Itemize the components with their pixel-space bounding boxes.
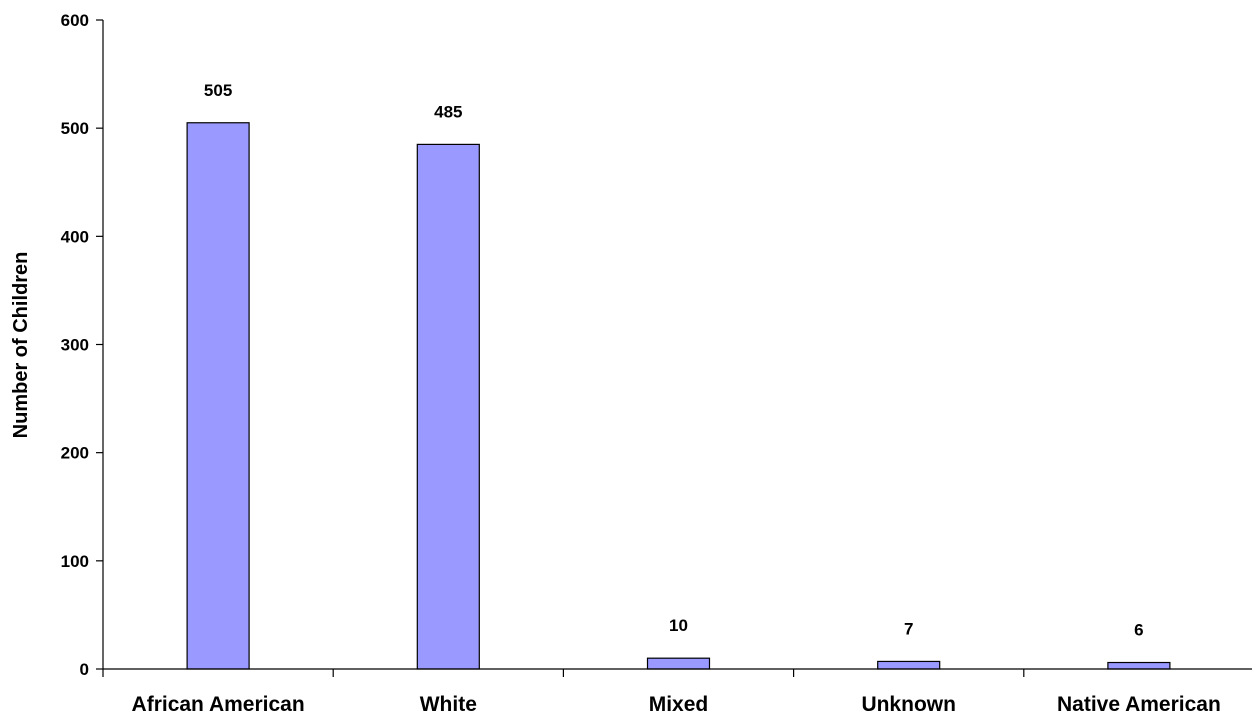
bar — [186, 122, 250, 670]
y-tick-label: 200 — [61, 444, 89, 463]
y-tick-label: 600 — [61, 11, 89, 30]
y-tick-label: 500 — [61, 119, 89, 138]
y-tick-label: 100 — [61, 552, 89, 571]
y-tick-label: 0 — [80, 660, 89, 679]
x-category-label: African American — [132, 693, 305, 716]
y-tick-label: 300 — [61, 336, 89, 355]
x-category-label: Native American — [1057, 693, 1221, 716]
x-category-label: White — [420, 693, 477, 716]
bar — [416, 143, 480, 670]
data-label: 505 — [204, 81, 232, 100]
data-label: 10 — [669, 616, 688, 635]
data-label: 485 — [434, 102, 462, 121]
x-category-label: Unknown — [861, 693, 956, 716]
bar — [877, 660, 941, 670]
y-axis-title: Number of Children — [10, 252, 32, 439]
data-label: 7 — [904, 619, 913, 638]
bar — [1107, 661, 1171, 670]
x-category-label: Mixed — [649, 693, 709, 716]
bar — [646, 657, 711, 670]
y-tick-label: 400 — [61, 227, 89, 246]
data-label: 6 — [1134, 621, 1143, 640]
